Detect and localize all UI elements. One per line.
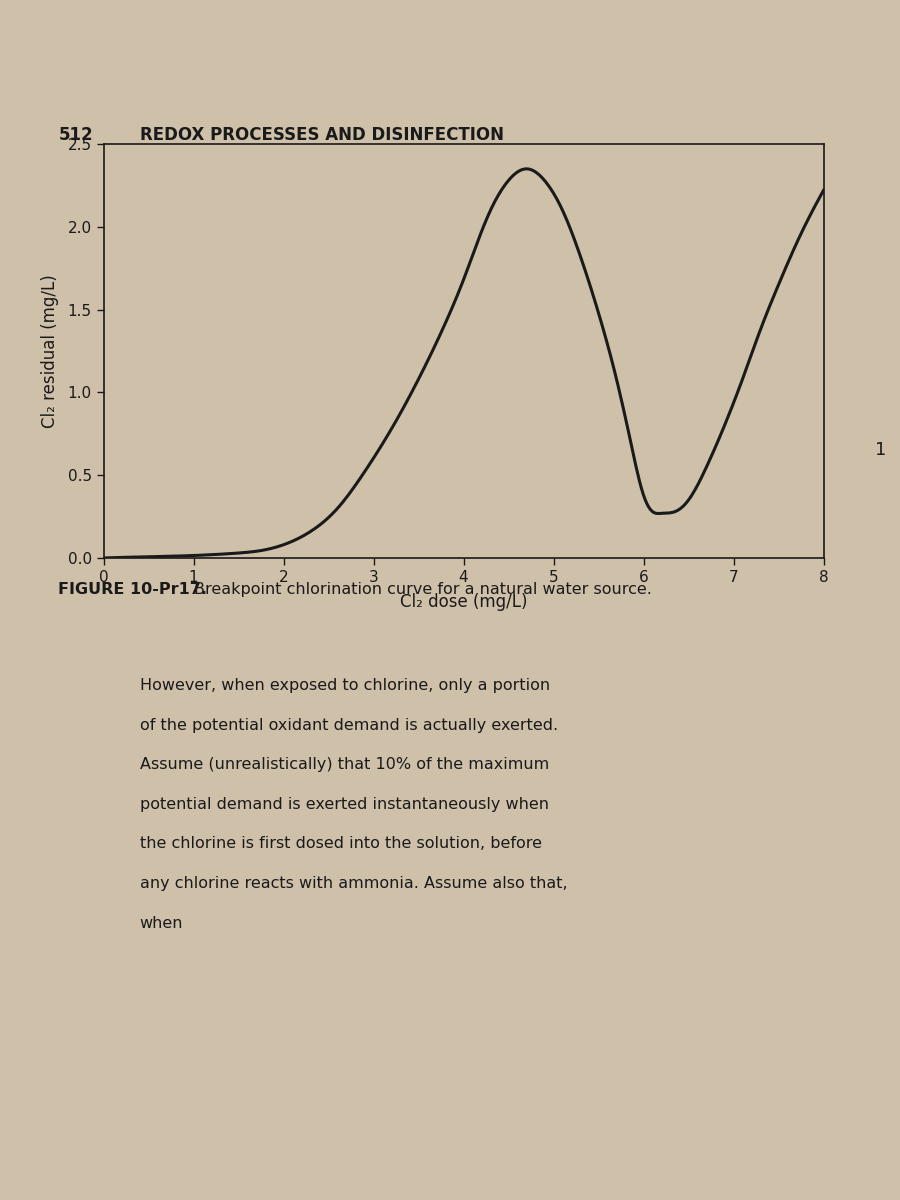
Text: potential demand is exerted instantaneously when: potential demand is exerted instantaneou… xyxy=(140,797,548,812)
Text: FIGURE 10-Pr17.: FIGURE 10-Pr17. xyxy=(58,582,208,596)
Text: Breakpoint chlorination curve for a natural water source.: Breakpoint chlorination curve for a natu… xyxy=(194,582,652,596)
X-axis label: Cl₂ dose (mg/L): Cl₂ dose (mg/L) xyxy=(400,593,527,611)
Text: 1: 1 xyxy=(875,440,886,458)
Y-axis label: Cl₂ residual (mg/L): Cl₂ residual (mg/L) xyxy=(41,274,59,428)
Text: REDOX PROCESSES AND DISINFECTION: REDOX PROCESSES AND DISINFECTION xyxy=(140,126,503,144)
Text: when: when xyxy=(140,916,183,931)
Text: However, when exposed to chlorine, only a portion: However, when exposed to chlorine, only … xyxy=(140,678,550,692)
Text: 512: 512 xyxy=(58,126,93,144)
Text: of the potential oxidant demand is actually exerted.: of the potential oxidant demand is actua… xyxy=(140,718,558,732)
Text: any chlorine reacts with ammonia. Assume also that,: any chlorine reacts with ammonia. Assume… xyxy=(140,876,567,890)
Text: the chlorine is first dosed into the solution, before: the chlorine is first dosed into the sol… xyxy=(140,836,542,852)
Text: Assume (unrealistically) that 10% of the maximum: Assume (unrealistically) that 10% of the… xyxy=(140,757,549,773)
